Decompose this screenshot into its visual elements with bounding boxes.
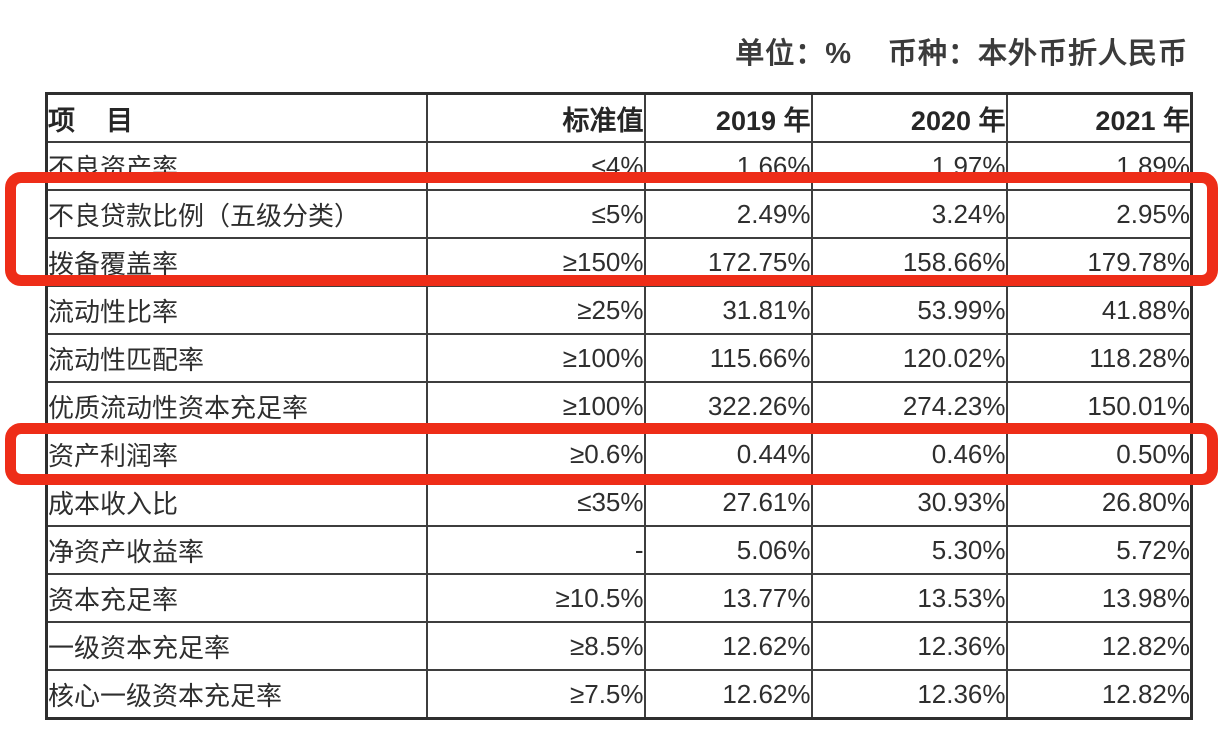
- table-row: 流动性比率 ≥25% 31.81% 53.99% 41.88%: [45, 285, 1193, 335]
- item-cell: 流动性比率: [45, 285, 428, 335]
- value-2019-cell: 2.49%: [643, 189, 813, 239]
- value-2021-cell: 13.98%: [1005, 573, 1193, 623]
- standard-cell: ≥100%: [425, 333, 646, 383]
- item-cell: 优质流动性资本充足率: [45, 381, 428, 431]
- standard-cell: ≤35%: [425, 477, 646, 527]
- table-row: 净资产收益率 - 5.06% 5.30% 5.72%: [45, 525, 1193, 575]
- value-2020-cell: 274.23%: [810, 381, 1008, 431]
- table-caption-note: 单位：% 币种：本外币折人民币: [735, 30, 1188, 72]
- value-2021-cell: 5.72%: [1005, 525, 1193, 575]
- value-2019-cell: 5.06%: [643, 525, 813, 575]
- value-2021-cell: 0.50%: [1005, 429, 1193, 479]
- header-item: 项 目: [45, 92, 428, 143]
- value-2021-cell: 12.82%: [1005, 669, 1193, 720]
- standard-cell: ≥10.5%: [425, 573, 646, 623]
- standard-cell: ≥0.6%: [425, 429, 646, 479]
- value-2019-cell: 27.61%: [643, 477, 813, 527]
- standard-cell: -: [425, 525, 646, 575]
- item-cell: 资本充足率: [45, 573, 428, 623]
- item-cell: 核心一级资本充足率: [45, 669, 428, 720]
- header-standard-value: 标准值: [425, 92, 646, 143]
- header-year-2021: 2021 年: [1005, 92, 1193, 143]
- standard-cell: ≥25%: [425, 285, 646, 335]
- standard-cell: ≥100%: [425, 381, 646, 431]
- table-row: 优质流动性资本充足率 ≥100% 322.26% 274.23% 150.01%: [45, 381, 1193, 431]
- value-2019-cell: 13.77%: [643, 573, 813, 623]
- header-year-2020: 2020 年: [810, 92, 1008, 143]
- value-2019-cell: 12.62%: [643, 621, 813, 671]
- value-2020-cell: 120.02%: [810, 333, 1008, 383]
- value-2020-cell: 12.36%: [810, 669, 1008, 720]
- value-2021-cell: 41.88%: [1005, 285, 1193, 335]
- value-2019-cell: 115.66%: [643, 333, 813, 383]
- table-row: 拨备覆盖率 ≥150% 172.75% 158.66% 179.78%: [45, 237, 1193, 287]
- item-cell: 拨备覆盖率: [45, 237, 428, 287]
- currency-note: 币种：本外币折人民币: [887, 38, 1188, 70]
- value-2020-cell: 3.24%: [810, 189, 1008, 239]
- value-2020-cell: 53.99%: [810, 285, 1008, 335]
- standard-cell: ≥150%: [425, 237, 646, 287]
- standard-cell: ≥7.5%: [425, 669, 646, 720]
- value-2020-cell: 0.46%: [810, 429, 1008, 479]
- value-2020-cell: 158.66%: [810, 237, 1008, 287]
- value-2019-cell: 12.62%: [643, 669, 813, 720]
- value-2020-cell: 1.97%: [810, 141, 1008, 191]
- standard-cell: ≥8.5%: [425, 621, 646, 671]
- value-2021-cell: 179.78%: [1005, 237, 1193, 287]
- item-cell: 不良资产率: [45, 141, 428, 191]
- item-cell: 不良贷款比例（五级分类）: [45, 189, 428, 239]
- value-2019-cell: 322.26%: [643, 381, 813, 431]
- value-2020-cell: 12.36%: [810, 621, 1008, 671]
- table-row: 一级资本充足率 ≥8.5% 12.62% 12.36% 12.82%: [45, 621, 1193, 671]
- value-2019-cell: 0.44%: [643, 429, 813, 479]
- item-cell: 流动性匹配率: [45, 333, 428, 383]
- table-row: 核心一级资本充足率 ≥7.5% 12.62% 12.36% 12.82%: [45, 669, 1193, 720]
- standard-cell: ≤5%: [425, 189, 646, 239]
- table-row: 成本收入比 ≤35% 27.61% 30.93% 26.80%: [45, 477, 1193, 527]
- table-row: 不良资产率 ≤4% 1.66% 1.97% 1.89%: [45, 141, 1193, 191]
- item-cell: 一级资本充足率: [45, 621, 428, 671]
- value-2021-cell: 118.28%: [1005, 333, 1193, 383]
- table-row: 不良贷款比例（五级分类） ≤5% 2.49% 3.24% 2.95%: [45, 189, 1193, 239]
- value-2021-cell: 2.95%: [1005, 189, 1193, 239]
- item-cell: 成本收入比: [45, 477, 428, 527]
- table-header-row: 项 目 标准值 2019 年 2020 年 2021 年: [45, 92, 1193, 143]
- value-2019-cell: 1.66%: [643, 141, 813, 191]
- financial-indicators-table: 项 目 标准值 2019 年 2020 年 2021 年 不良资产率 ≤4% 1…: [45, 92, 1193, 720]
- value-2021-cell: 12.82%: [1005, 621, 1193, 671]
- table-row: 资本充足率 ≥10.5% 13.77% 13.53% 13.98%: [45, 573, 1193, 623]
- header-year-2019: 2019 年: [643, 92, 813, 143]
- value-2020-cell: 13.53%: [810, 573, 1008, 623]
- value-2020-cell: 30.93%: [810, 477, 1008, 527]
- value-2021-cell: 1.89%: [1005, 141, 1193, 191]
- unit-note: 单位：%: [735, 38, 852, 70]
- value-2021-cell: 150.01%: [1005, 381, 1193, 431]
- value-2020-cell: 5.30%: [810, 525, 1008, 575]
- value-2019-cell: 31.81%: [643, 285, 813, 335]
- value-2021-cell: 26.80%: [1005, 477, 1193, 527]
- item-cell: 资产利润率: [45, 429, 428, 479]
- item-cell: 净资产收益率: [45, 525, 428, 575]
- value-2019-cell: 172.75%: [643, 237, 813, 287]
- table-row: 流动性匹配率 ≥100% 115.66% 120.02% 118.28%: [45, 333, 1193, 383]
- table-row: 资产利润率 ≥0.6% 0.44% 0.46% 0.50%: [45, 429, 1193, 479]
- standard-cell: ≤4%: [425, 141, 646, 191]
